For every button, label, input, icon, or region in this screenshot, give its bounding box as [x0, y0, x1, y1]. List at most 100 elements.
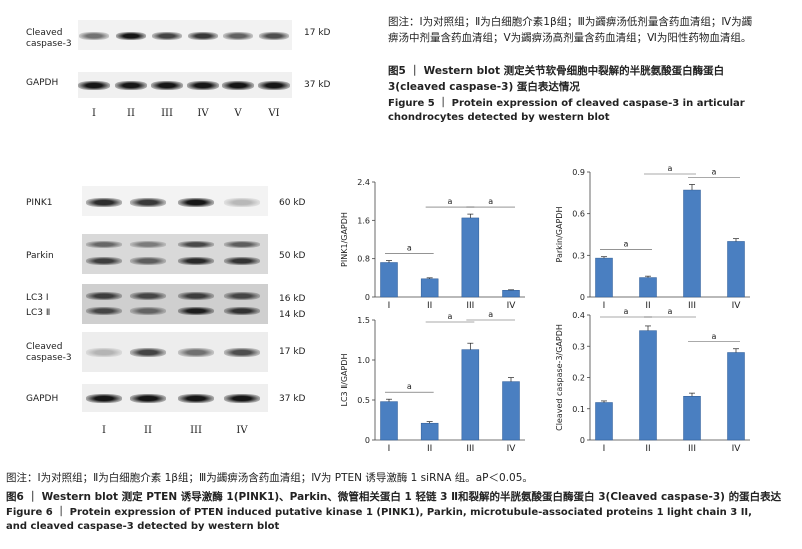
bar-1-2	[683, 189, 701, 298]
fig5-band-caspase3-lane-2	[116, 32, 146, 40]
fig6-title-cn: 图6 ｜ Western blot 测定 PTEN 诱导激酶 1(PINK1)、…	[6, 491, 782, 503]
ytick-label-2-1: 0.5	[357, 396, 370, 405]
ytick-label-2-0: 0	[365, 436, 370, 445]
fig5-blot-strip-cleaved-caspase3	[78, 20, 292, 50]
fig6-kd-parkin: 50 kD	[279, 251, 306, 261]
f6s2-band-r0-lane-2	[130, 292, 166, 300]
lane-label-III: III	[161, 108, 173, 119]
fig6-row-caspase-label-1: Cleaved	[26, 342, 63, 352]
xtick-label-0-1: II	[427, 301, 432, 311]
fig5-row2-kd: 37 kD	[304, 80, 331, 90]
f6s0-band-r0-lane-2	[130, 197, 166, 207]
f6s1-band-r0-lane-1	[86, 240, 122, 248]
sig-label-2-0: a	[407, 382, 412, 391]
ytick-label-0-3: 2.4	[357, 178, 370, 187]
bar-3-3	[727, 352, 745, 441]
sig-label-1-0: a	[624, 240, 629, 249]
fig5-band-gapdh-lane-4	[187, 80, 219, 90]
f6s3-band-r0-lane-4	[224, 347, 260, 357]
lane-label-VI: VI	[268, 108, 280, 119]
sig-label-2-1: a	[448, 312, 453, 321]
f6s2-band-r0-lane-4	[224, 292, 260, 300]
xtick-label-1-0: I	[603, 301, 606, 311]
fig6-kd-gapdh: 37 kD	[279, 394, 306, 404]
ytick-label-3-0: 0	[580, 436, 585, 445]
f6s3-band-r0-lane-3	[178, 347, 214, 357]
f6s2-band-r0-lane-3	[178, 292, 214, 300]
ytick-label-0-0: 0	[365, 293, 370, 302]
fig5-row1-label: Cleaved caspase-3	[26, 28, 72, 50]
sig-label-2-2: a	[488, 310, 493, 319]
f6s4-band-r0-lane-1	[86, 393, 122, 403]
f6s4-band-r0-lane-2	[130, 393, 166, 403]
xtick-label-1-2: III	[688, 301, 696, 311]
ytick-label-3-3: 0.3	[572, 342, 585, 351]
f6s2-band-r1-lane-3	[178, 307, 214, 315]
lane-label-II: II	[127, 108, 135, 119]
fig5-band-gapdh-lane-1	[78, 80, 110, 90]
lane-label-V: V	[234, 108, 242, 119]
bar-0-3	[502, 290, 520, 298]
xtick-label-2-0: I	[388, 444, 391, 454]
xtick-label-2-3: IV	[507, 444, 517, 454]
ytick-label-1-1: 0.3	[572, 251, 585, 260]
ytick-label-3-2: 0.2	[572, 374, 585, 383]
fig6-row-caspase-label: Cleaved caspase-3	[26, 342, 72, 364]
ytick-label-0-2: 1.6	[357, 216, 370, 225]
fig5-band-caspase3-lane-6	[259, 32, 289, 40]
sig-label-3-0: a	[624, 307, 629, 316]
bar-0-2	[461, 217, 480, 298]
fig6-kd-caspase: 17 kD	[279, 347, 306, 357]
fig5-row1-label-line2: caspase-3	[26, 39, 72, 49]
lane-label-I: I	[102, 425, 106, 436]
f6s2-band-r1-lane-2	[130, 307, 166, 315]
ylabel-1: Parkin/GAPDH	[555, 207, 564, 263]
fig5-title-cn: 图5 ｜ Western blot 测定关节软骨细胞中裂解的半胱氨酸蛋白酶蛋白3…	[388, 65, 725, 93]
fig5-band-gapdh-lane-5	[222, 80, 254, 90]
f6s1-band-r1-lane-4	[224, 257, 260, 265]
fig5-blot-strip-gapdh	[78, 72, 292, 98]
xtick-label-0-3: IV	[507, 301, 517, 311]
fig6-row-gapdh-label: GAPDH	[26, 394, 59, 404]
fig6-row-caspase-label-2: caspase-3	[26, 353, 72, 363]
f6s3-band-r0-lane-2	[130, 347, 166, 357]
lane-label-III: III	[190, 425, 202, 436]
ytick-label-1-2: 0.6	[572, 210, 585, 219]
bar-2-3	[502, 381, 520, 441]
f6s1-band-r0-lane-4	[224, 240, 260, 248]
f6s4-band-r0-lane-4	[224, 393, 260, 403]
bar-2-0	[380, 401, 398, 441]
ytick-label-3-4: 0.4	[572, 311, 585, 320]
sig-label-1-2: a	[712, 168, 717, 177]
ytick-label-1-0: 0	[580, 293, 585, 302]
fig6-row-lc3-2-label: LC3 Ⅱ	[26, 308, 51, 318]
f6s3-band-r0-lane-1	[86, 347, 122, 357]
fig5-band-gapdh-lane-3	[151, 80, 183, 90]
xtick-label-3-3: IV	[732, 444, 742, 454]
f6s0-band-r0-lane-4	[224, 197, 260, 207]
lane-label-IV: IV	[236, 425, 248, 436]
f6s0-band-r0-lane-3	[178, 197, 214, 207]
f6s2-band-r0-lane-1	[86, 292, 122, 300]
xtick-label-1-1: II	[645, 301, 650, 311]
fig6-strip-parkin	[82, 234, 268, 274]
f6s1-band-r1-lane-1	[86, 257, 122, 265]
f6s2-band-r1-lane-1	[86, 307, 122, 315]
f6s4-band-r0-lane-3	[178, 393, 214, 403]
bar-1-3	[727, 241, 745, 298]
sig-label-0-0: a	[407, 244, 412, 253]
fig5-band-caspase3-lane-5	[223, 32, 253, 40]
bar-3-2	[683, 396, 701, 441]
lane-label-I: I	[92, 108, 96, 119]
fig5-row2-label: GAPDH	[26, 78, 59, 88]
lane-label-II: II	[144, 425, 152, 436]
fig6-strip-lc3	[82, 284, 268, 324]
xtick-label-3-0: I	[603, 444, 606, 454]
fig6-strip-pink1	[82, 186, 268, 216]
sig-label-1-1: a	[668, 164, 673, 173]
fig5-title-en: Figure 5 ｜ Protein expression of cleaved…	[388, 98, 745, 123]
f6s1-band-r0-lane-2	[130, 240, 166, 248]
fig5-band-caspase3-lane-4	[188, 32, 218, 40]
ytick-label-0-1: 0.8	[357, 255, 370, 264]
